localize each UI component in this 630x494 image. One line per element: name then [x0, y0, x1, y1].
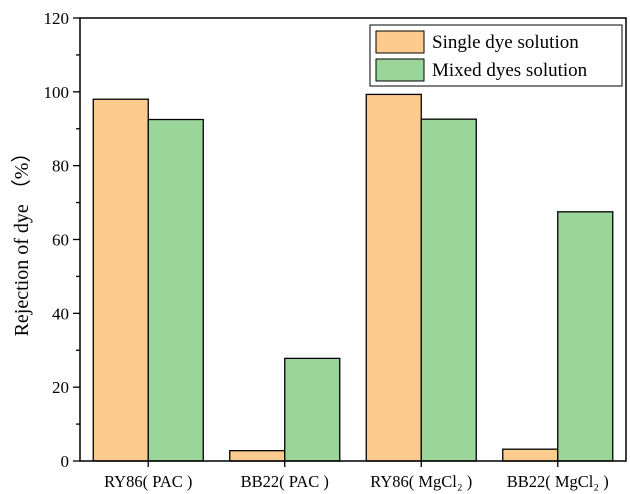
y-tick-label: 100 — [44, 83, 70, 102]
x-tick-label: RY86( MgCl₂ ) — [370, 472, 472, 491]
y-tick-label: 80 — [52, 157, 69, 176]
y-ticks: 0 20 40 60 80 100 120 — [44, 9, 80, 471]
legend: Single dye solution Mixed dyes solution — [369, 24, 623, 87]
x-tick-label: RY86( PAC ) — [104, 472, 192, 491]
legend-label-0: Single dye solution — [432, 32, 579, 53]
bar-mixed-3 — [557, 211, 614, 462]
y-tick-label: 120 — [44, 9, 70, 28]
y-tick-label: 0 — [61, 452, 70, 471]
legend-label-1: Mixed dyes solution — [432, 60, 588, 81]
bar-single-1 — [229, 450, 286, 462]
y-axis-title: Rejection of dye （%） — [10, 143, 33, 337]
y-tick-label: 60 — [52, 231, 69, 250]
bar-mixed-1 — [284, 357, 341, 462]
bar-mixed-0 — [147, 118, 204, 462]
x-tick-label: BB22( MgCl₂ ) — [507, 472, 609, 491]
legend-swatch-1 — [375, 58, 425, 82]
bar-mixed-2 — [420, 118, 477, 462]
bar-single-2 — [365, 93, 422, 462]
y-tick-label: 40 — [52, 304, 69, 323]
legend-swatch-0 — [375, 30, 425, 54]
x-tick-labels: RY86( PAC ) BB22( PAC ) RY86( MgCl₂ ) BB22(… — [104, 461, 609, 491]
bars-layer — [92, 93, 614, 462]
bar-single-3 — [502, 448, 559, 462]
y-tick-label: 20 — [52, 378, 69, 397]
x-tick-label: BB22( PAC ) — [241, 472, 329, 491]
bar-single-0 — [92, 98, 149, 462]
